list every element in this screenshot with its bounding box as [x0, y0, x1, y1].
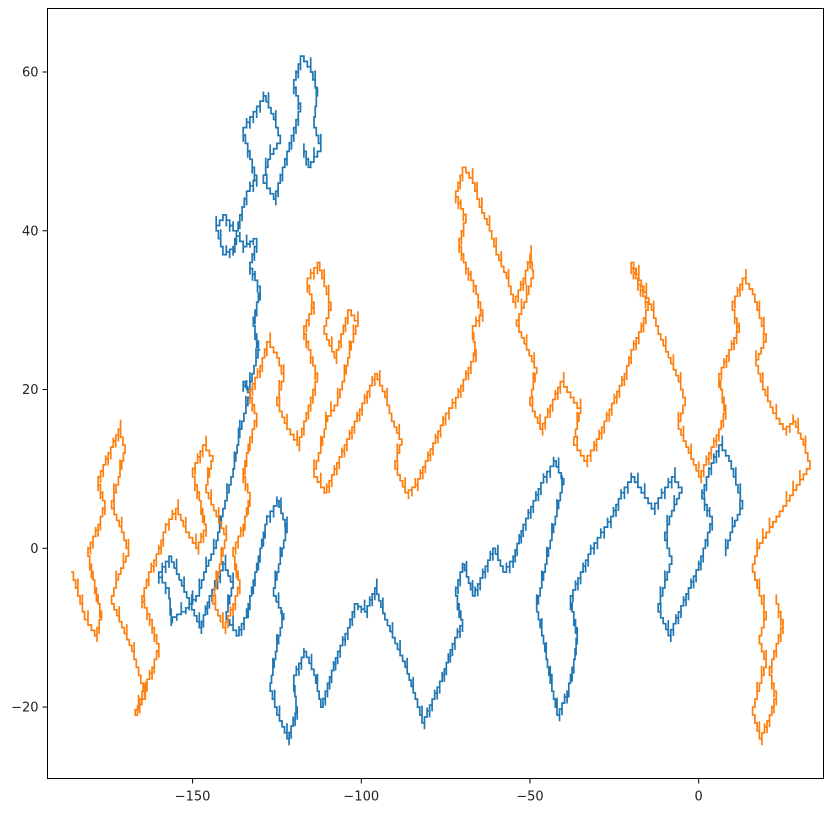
- axes-frame: [47, 8, 824, 779]
- series-line-1: [157, 348, 744, 746]
- series-line-2: [215, 55, 322, 351]
- x-tick-label: 0: [695, 790, 703, 805]
- y-tick-label: 0: [30, 542, 38, 557]
- x-axis: −150 −100 −50 0: [175, 778, 703, 805]
- x-tick-label: −100: [343, 790, 379, 805]
- plot-area: [71, 55, 811, 746]
- y-tick-label: 40: [22, 224, 39, 239]
- x-tick-label: −50: [516, 790, 543, 805]
- series-line-3: [71, 166, 811, 746]
- x-tick-label: −150: [175, 790, 211, 805]
- y-axis: −20 0 20 40 60: [11, 66, 48, 716]
- y-tick-label: −20: [11, 701, 38, 716]
- y-tick-label: 60: [22, 66, 39, 81]
- y-tick-label: 20: [22, 383, 39, 398]
